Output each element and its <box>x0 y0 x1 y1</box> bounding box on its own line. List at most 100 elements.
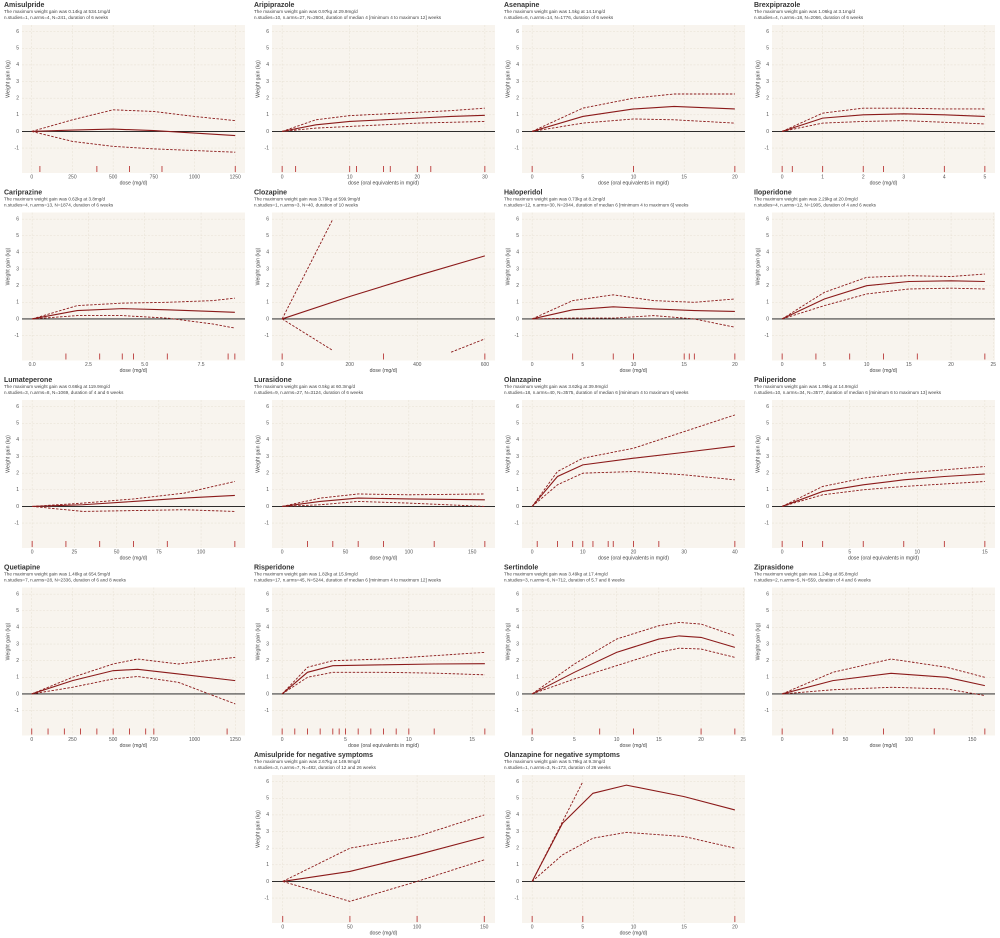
curve <box>32 494 235 507</box>
curve <box>531 647 735 695</box>
plot-background <box>772 587 995 736</box>
panel-subtitle: n.studies=17, n.arms=45, N=5244, duratio… <box>254 578 442 583</box>
y-tick-label: 3 <box>266 79 269 85</box>
curve <box>31 656 236 695</box>
curve <box>531 294 735 320</box>
curve <box>31 676 236 705</box>
y-tick-label: 1 <box>266 487 269 493</box>
x-tick-label: 1250 <box>230 737 241 743</box>
panel-title: Haloperidol <box>504 189 543 196</box>
y-tick-label: 3 <box>516 79 519 85</box>
x-tick-label: 100 <box>413 924 422 930</box>
x-tick-label: 150 <box>468 549 477 555</box>
x-tick-label: 10 <box>864 362 870 368</box>
curve <box>282 114 485 132</box>
y-tick-label: 4 <box>266 250 269 256</box>
y-tick-label: 6 <box>766 216 769 222</box>
curve <box>282 497 485 507</box>
y-tick-label: 1 <box>266 300 269 306</box>
x-tick-label: 5 <box>581 362 584 368</box>
curve <box>781 107 985 132</box>
y-axis-label: Weight gain (kg) <box>505 810 511 848</box>
x-tick-label: 20 <box>948 362 954 368</box>
x-axis-label: dose (mg/d) <box>120 743 148 749</box>
curve <box>32 297 235 320</box>
x-tick-label: 500 <box>109 737 118 743</box>
y-tick-label: -1 <box>515 145 520 151</box>
y-tick-label: 4 <box>766 250 769 256</box>
y-tick-label: 1 <box>266 112 269 118</box>
x-tick-label: 5 <box>848 549 851 555</box>
y-tick-label: 0 <box>516 129 519 135</box>
x-tick-label: 15 <box>656 737 662 743</box>
x-tick-label: 5 <box>344 737 347 743</box>
y-tick-label: 1 <box>16 675 19 681</box>
y-tick-label: 6 <box>266 29 269 35</box>
y-tick-label: 2 <box>16 283 19 289</box>
y-tick-label: 0 <box>16 129 19 135</box>
x-tick-label: 150 <box>480 924 489 930</box>
curve <box>782 120 985 132</box>
x-tick-label: 5.0 <box>141 362 148 368</box>
y-tick-label: -1 <box>515 520 520 526</box>
y-tick-label: 4 <box>516 437 519 443</box>
panel-subtitle: The maximum weight gain was 1.24kg at 85… <box>754 572 858 577</box>
y-tick-label: 6 <box>516 216 519 222</box>
panel-subtitle: The maximum weight gain was 5.79kg at 9.… <box>504 759 606 764</box>
y-tick-label: 6 <box>16 216 19 222</box>
y-tick-label: 1 <box>266 862 269 868</box>
x-axis-label: dose (oral equivalents in mg/d) <box>598 555 669 561</box>
x-tick-label: 5 <box>581 174 584 180</box>
curve <box>781 280 985 320</box>
y-tick-label: 4 <box>766 437 769 443</box>
x-tick-label: 10 <box>347 174 353 180</box>
x-axis-label: dose (mg/d) <box>120 180 148 186</box>
x-tick-label: 600 <box>481 362 490 368</box>
panel-subtitle: The maximum weight gain was 1.5kg at 14.… <box>504 9 606 14</box>
x-tick-label: 15 <box>906 362 912 368</box>
y-axis-label: Weight gain (kg) <box>505 622 511 660</box>
panel-subtitle: The maximum weight gain was 3.62kg at 39… <box>504 384 608 389</box>
y-axis-label: Weight gain (kg) <box>5 60 11 98</box>
x-tick-label: 0 <box>781 174 784 180</box>
panel-subtitle: n.studies=12, n.arms=30, N=2044, duratio… <box>504 203 689 208</box>
y-axis-label: Weight gain (kg) <box>755 247 761 285</box>
y-tick-label: 1 <box>766 675 769 681</box>
x-axis-label: dose (mg/d) <box>370 555 398 561</box>
panel-subtitle: The maximum weight gain was 0.73kg at 8.… <box>504 197 606 202</box>
y-tick-label: 1 <box>16 487 19 493</box>
x-tick-label: 10 <box>631 174 637 180</box>
panel-subtitle: n.studies=9, n.arms=27, N=3124, duration… <box>254 390 364 395</box>
x-tick-label: 500 <box>109 174 118 180</box>
x-tick-label: 25 <box>741 737 747 743</box>
y-tick-label: -1 <box>765 333 770 339</box>
y-axis-label: Weight gain (kg) <box>255 622 261 660</box>
y-tick-label: 0 <box>516 879 519 885</box>
x-tick-label: 4 <box>943 174 946 180</box>
x-tick-label: 0 <box>281 924 284 930</box>
curve <box>282 814 485 882</box>
x-tick-label: 100 <box>905 737 914 743</box>
y-tick-label: -1 <box>265 520 270 526</box>
x-tick-label: 10 <box>631 924 637 930</box>
y-tick-label: 5 <box>16 46 19 52</box>
y-tick-label: 4 <box>16 62 19 68</box>
y-tick-label: 2 <box>266 95 269 101</box>
curve <box>532 306 735 320</box>
y-tick-label: 2 <box>516 95 519 101</box>
plot-background <box>772 400 995 548</box>
y-tick-label: 2 <box>266 845 269 851</box>
y-tick-label: 5 <box>266 233 269 239</box>
panel-title: Risperidone <box>254 564 295 571</box>
panel-subtitle: The maximum weight gain was 1.48kg at 65… <box>4 572 111 577</box>
y-tick-label: 0 <box>266 879 269 885</box>
curve <box>281 651 485 695</box>
y-tick-label: 3 <box>16 79 19 85</box>
curve <box>282 500 485 507</box>
panel-subtitle: n.studies=3, n.arms=7, N=482, duration o… <box>254 765 377 770</box>
y-tick-label: 0 <box>516 691 519 697</box>
